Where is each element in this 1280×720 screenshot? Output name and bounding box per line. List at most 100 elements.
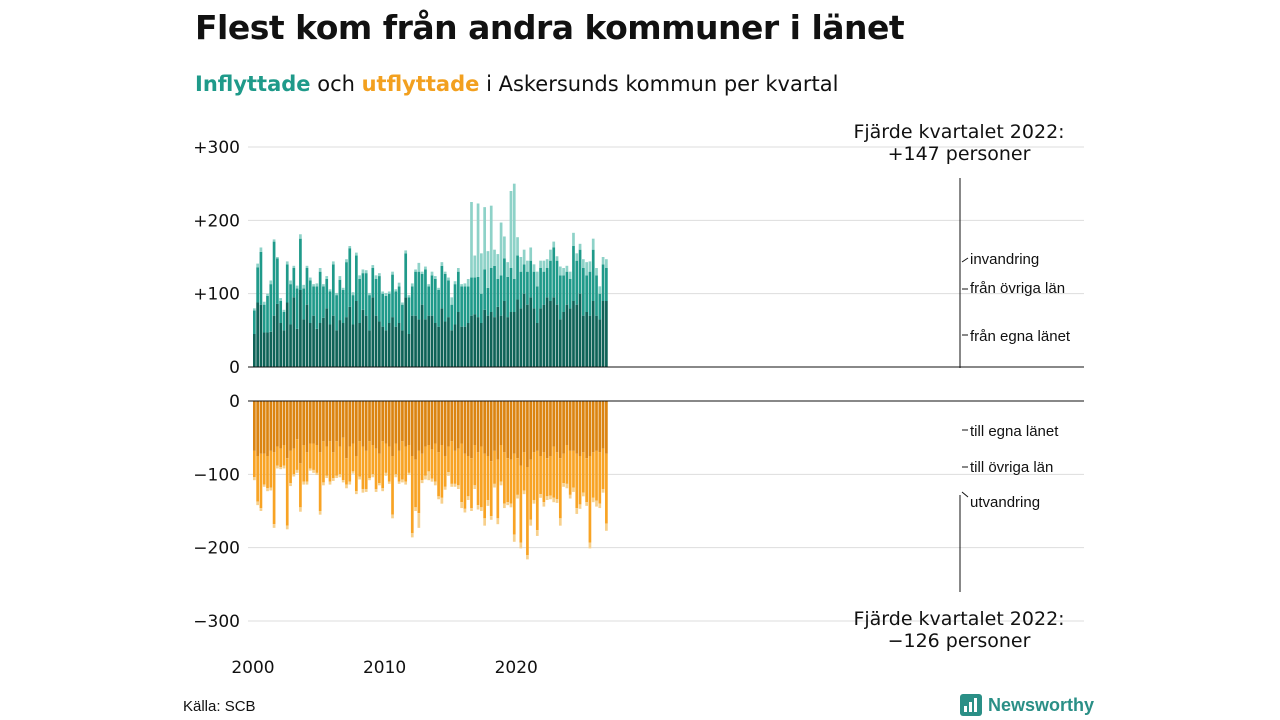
bar-in-2 bbox=[542, 260, 546, 272]
bar-in-0 bbox=[519, 308, 523, 367]
bar-in-0 bbox=[450, 330, 454, 367]
bar-out-0 bbox=[387, 401, 391, 447]
bar-out-2 bbox=[404, 481, 408, 485]
bar-out-1 bbox=[424, 446, 427, 476]
bar-in-0 bbox=[582, 315, 585, 367]
bar-in-2 bbox=[443, 271, 447, 274]
bar-in-1 bbox=[259, 251, 263, 305]
bar-out-0 bbox=[486, 401, 490, 456]
bar-in-0 bbox=[371, 297, 375, 367]
bar-in-2 bbox=[447, 277, 450, 281]
series-label-bottom: till övriga län bbox=[970, 459, 1053, 476]
label-connector bbox=[961, 257, 969, 263]
bar-in-1 bbox=[253, 310, 256, 335]
bar-in-1 bbox=[394, 291, 398, 327]
bar-out-0 bbox=[585, 401, 588, 459]
bar-in-0 bbox=[358, 323, 361, 367]
bar-in-0 bbox=[315, 328, 319, 367]
bar-out-0 bbox=[499, 401, 503, 445]
bar-in-2 bbox=[456, 268, 460, 272]
bar-in-1 bbox=[361, 273, 365, 310]
bar-in-2 bbox=[407, 295, 411, 298]
bar-in-1 bbox=[463, 286, 467, 327]
bar-out-0 bbox=[345, 401, 348, 459]
bar-in-1 bbox=[473, 277, 477, 315]
bar-in-2 bbox=[555, 256, 559, 261]
bar-out-1 bbox=[259, 453, 263, 509]
bar-in-1 bbox=[305, 268, 309, 305]
bar-out-0 bbox=[595, 401, 598, 451]
bar-out-0 bbox=[361, 401, 365, 447]
bar-out-1 bbox=[578, 456, 582, 505]
bar-out-2 bbox=[575, 508, 579, 514]
bar-out-1 bbox=[266, 456, 269, 489]
bar-in-0 bbox=[535, 323, 539, 367]
bar-out-1 bbox=[532, 452, 536, 500]
bar-in-2 bbox=[368, 292, 371, 296]
source-note: Källa: SCB bbox=[183, 698, 256, 715]
bar-in-2 bbox=[414, 269, 417, 272]
bar-in-2 bbox=[420, 271, 424, 274]
bar-out-1 bbox=[285, 458, 289, 526]
bar-in-1 bbox=[282, 312, 286, 331]
bar-in-0 bbox=[440, 308, 444, 367]
bar-out-0 bbox=[417, 401, 421, 451]
subtitle-inflyttade: Inflyttade bbox=[195, 72, 311, 96]
bar-out-2 bbox=[348, 481, 352, 485]
bar-in-2 bbox=[338, 276, 342, 280]
bar-in-2 bbox=[532, 264, 536, 272]
bar-in-0 bbox=[348, 306, 352, 367]
bar-out-0 bbox=[302, 401, 306, 445]
bar-out-1 bbox=[269, 450, 273, 488]
bar-out-2 bbox=[266, 488, 269, 492]
bar-out-2 bbox=[364, 489, 368, 492]
y-tick-label-top: +300 bbox=[193, 138, 240, 158]
bar-out-0 bbox=[420, 401, 424, 454]
bar-out-1 bbox=[562, 453, 565, 484]
bar-out-2 bbox=[493, 483, 496, 488]
bar-out-1 bbox=[387, 446, 391, 482]
bar-out-0 bbox=[558, 401, 562, 459]
bar-out-2 bbox=[555, 499, 559, 503]
bar-out-1 bbox=[384, 443, 388, 473]
bar-out-0 bbox=[338, 401, 342, 447]
bar-in-0 bbox=[279, 323, 283, 367]
bar-out-2 bbox=[532, 500, 536, 504]
bar-in-1 bbox=[450, 304, 454, 331]
bar-out-0 bbox=[407, 401, 411, 445]
bar-in-2 bbox=[328, 289, 332, 292]
bar-out-1 bbox=[450, 441, 454, 484]
bar-out-0 bbox=[325, 401, 329, 447]
bar-in-2 bbox=[378, 273, 381, 277]
bar-in-0 bbox=[539, 308, 542, 367]
bar-in-1 bbox=[256, 267, 259, 303]
y-tick-label-bottom: 0 bbox=[229, 392, 240, 412]
bar-in-2 bbox=[539, 260, 542, 268]
bar-out-1 bbox=[276, 446, 279, 466]
bar-in-0 bbox=[397, 323, 401, 367]
bar-out-0 bbox=[437, 401, 440, 453]
bar-out-2 bbox=[456, 485, 460, 489]
bar-out-0 bbox=[535, 401, 539, 451]
bar-in-0 bbox=[483, 309, 486, 367]
bar-out-1 bbox=[364, 450, 368, 489]
bar-out-2 bbox=[328, 481, 332, 485]
bar-in-0 bbox=[256, 302, 259, 367]
bar-out-1 bbox=[262, 453, 266, 485]
bar-in-1 bbox=[315, 286, 319, 329]
bar-out-0 bbox=[322, 401, 325, 442]
bar-out-2 bbox=[437, 496, 440, 500]
bar-in-1 bbox=[397, 286, 401, 323]
bar-in-2 bbox=[535, 271, 539, 287]
bar-out-1 bbox=[318, 452, 322, 511]
x-tick-label: 2010 bbox=[363, 658, 406, 678]
bar-out-0 bbox=[368, 401, 371, 442]
bar-in-1 bbox=[476, 276, 480, 318]
annotation-top-line2: +147 personer bbox=[888, 143, 1031, 165]
bar-in-2 bbox=[526, 260, 529, 272]
bar-out-2 bbox=[269, 487, 273, 491]
bar-out-1 bbox=[552, 446, 556, 498]
bar-out-1 bbox=[433, 443, 437, 482]
bar-in-2 bbox=[322, 284, 325, 287]
